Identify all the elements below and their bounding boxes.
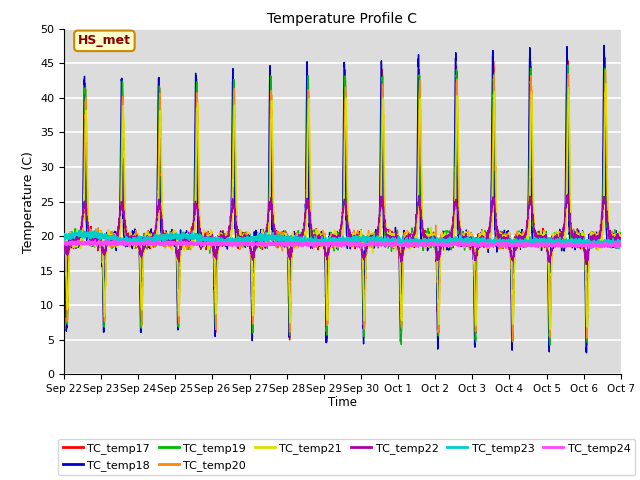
TC_temp18 bbox=[436, 241, 444, 247]
TC_temp22 bbox=[60, 240, 68, 245]
Text: HS_met: HS_met bbox=[78, 35, 131, 48]
TC_temp19 bbox=[467, 231, 475, 237]
TC_temp20 bbox=[617, 238, 625, 243]
TC_temp21 bbox=[160, 237, 168, 242]
TC_temp20 bbox=[60, 233, 68, 239]
TC_temp23 bbox=[615, 246, 623, 252]
TC_temp22 bbox=[499, 237, 506, 242]
TC_temp22 bbox=[467, 239, 475, 245]
TC_temp23 bbox=[616, 240, 624, 246]
TC_temp21 bbox=[499, 232, 506, 238]
TC_temp17 bbox=[617, 239, 625, 244]
Line: TC_temp18: TC_temp18 bbox=[64, 46, 621, 353]
TC_temp20 bbox=[499, 245, 506, 251]
TC_temp20 bbox=[509, 338, 516, 344]
TC_temp23 bbox=[322, 239, 330, 245]
TC_temp20 bbox=[602, 67, 609, 73]
TC_temp21 bbox=[602, 81, 609, 86]
TC_temp17 bbox=[616, 233, 624, 239]
TC_temp19 bbox=[616, 240, 624, 246]
TC_temp23 bbox=[161, 231, 168, 237]
TC_temp18 bbox=[322, 294, 330, 300]
TC_temp20 bbox=[322, 258, 330, 264]
Legend: TC_temp17, TC_temp18, TC_temp19, TC_temp20, TC_temp21, TC_temp22, TC_temp23, TC_: TC_temp17, TC_temp18, TC_temp19, TC_temp… bbox=[58, 439, 635, 475]
Line: TC_temp17: TC_temp17 bbox=[64, 58, 621, 346]
TC_temp22 bbox=[582, 262, 590, 267]
TC_temp21 bbox=[617, 241, 625, 247]
TC_temp22 bbox=[617, 243, 625, 249]
TC_temp17 bbox=[499, 237, 506, 243]
TC_temp20 bbox=[436, 249, 444, 255]
TC_temp17 bbox=[160, 239, 168, 245]
TC_temp22 bbox=[436, 251, 444, 256]
TC_temp23 bbox=[499, 240, 507, 246]
TC_temp21 bbox=[436, 261, 444, 267]
TC_temp19 bbox=[160, 231, 168, 237]
TC_temp22 bbox=[564, 192, 572, 197]
Line: TC_temp23: TC_temp23 bbox=[64, 230, 621, 249]
TC_temp21 bbox=[322, 256, 330, 262]
TC_temp22 bbox=[160, 236, 168, 241]
Line: TC_temp19: TC_temp19 bbox=[64, 65, 621, 345]
TC_temp23 bbox=[436, 239, 444, 244]
Line: TC_temp21: TC_temp21 bbox=[64, 84, 621, 329]
TC_temp24 bbox=[617, 243, 625, 249]
TC_temp22 bbox=[616, 235, 624, 240]
TC_temp23 bbox=[467, 237, 475, 243]
TC_temp23 bbox=[76, 228, 83, 233]
TC_temp18 bbox=[467, 230, 475, 236]
TC_temp24 bbox=[499, 242, 507, 248]
TC_temp18 bbox=[617, 240, 625, 245]
TC_temp24 bbox=[357, 246, 365, 252]
TC_temp19 bbox=[322, 266, 330, 272]
TC_temp17 bbox=[583, 343, 591, 348]
TC_temp24 bbox=[322, 240, 330, 246]
TC_temp23 bbox=[60, 234, 68, 240]
TC_temp24 bbox=[60, 242, 68, 248]
TC_temp21 bbox=[546, 326, 554, 332]
TC_temp17 bbox=[322, 276, 330, 281]
TC_temp21 bbox=[60, 236, 68, 242]
TC_temp18 bbox=[600, 43, 608, 48]
Line: TC_temp20: TC_temp20 bbox=[64, 70, 621, 341]
TC_temp24 bbox=[616, 242, 624, 248]
TC_temp20 bbox=[616, 240, 624, 245]
TC_temp21 bbox=[616, 232, 624, 238]
TC_temp18 bbox=[60, 237, 68, 243]
TC_temp18 bbox=[616, 241, 624, 247]
TC_temp17 bbox=[436, 238, 444, 244]
Title: Temperature Profile C: Temperature Profile C bbox=[268, 12, 417, 26]
TC_temp19 bbox=[546, 342, 554, 348]
TC_temp19 bbox=[436, 250, 444, 256]
TC_temp20 bbox=[467, 239, 475, 245]
TC_temp18 bbox=[499, 237, 506, 242]
TC_temp24 bbox=[161, 240, 168, 246]
TC_temp24 bbox=[102, 237, 110, 242]
TC_temp19 bbox=[60, 231, 68, 237]
Line: TC_temp24: TC_temp24 bbox=[64, 240, 621, 249]
TC_temp19 bbox=[617, 241, 625, 247]
TC_temp23 bbox=[617, 238, 625, 244]
TC_temp20 bbox=[160, 234, 168, 240]
TC_temp17 bbox=[467, 232, 475, 238]
TC_temp21 bbox=[467, 236, 475, 241]
TC_temp17 bbox=[60, 235, 68, 241]
TC_temp22 bbox=[322, 249, 330, 255]
TC_temp24 bbox=[436, 241, 444, 247]
Line: TC_temp22: TC_temp22 bbox=[64, 194, 621, 264]
TC_temp19 bbox=[564, 62, 572, 68]
TC_temp18 bbox=[582, 350, 590, 356]
TC_temp17 bbox=[601, 55, 609, 60]
TC_temp19 bbox=[499, 234, 506, 240]
X-axis label: Time: Time bbox=[328, 396, 357, 408]
TC_temp24 bbox=[468, 242, 476, 248]
TC_temp18 bbox=[160, 234, 168, 240]
Y-axis label: Temperature (C): Temperature (C) bbox=[22, 151, 35, 252]
